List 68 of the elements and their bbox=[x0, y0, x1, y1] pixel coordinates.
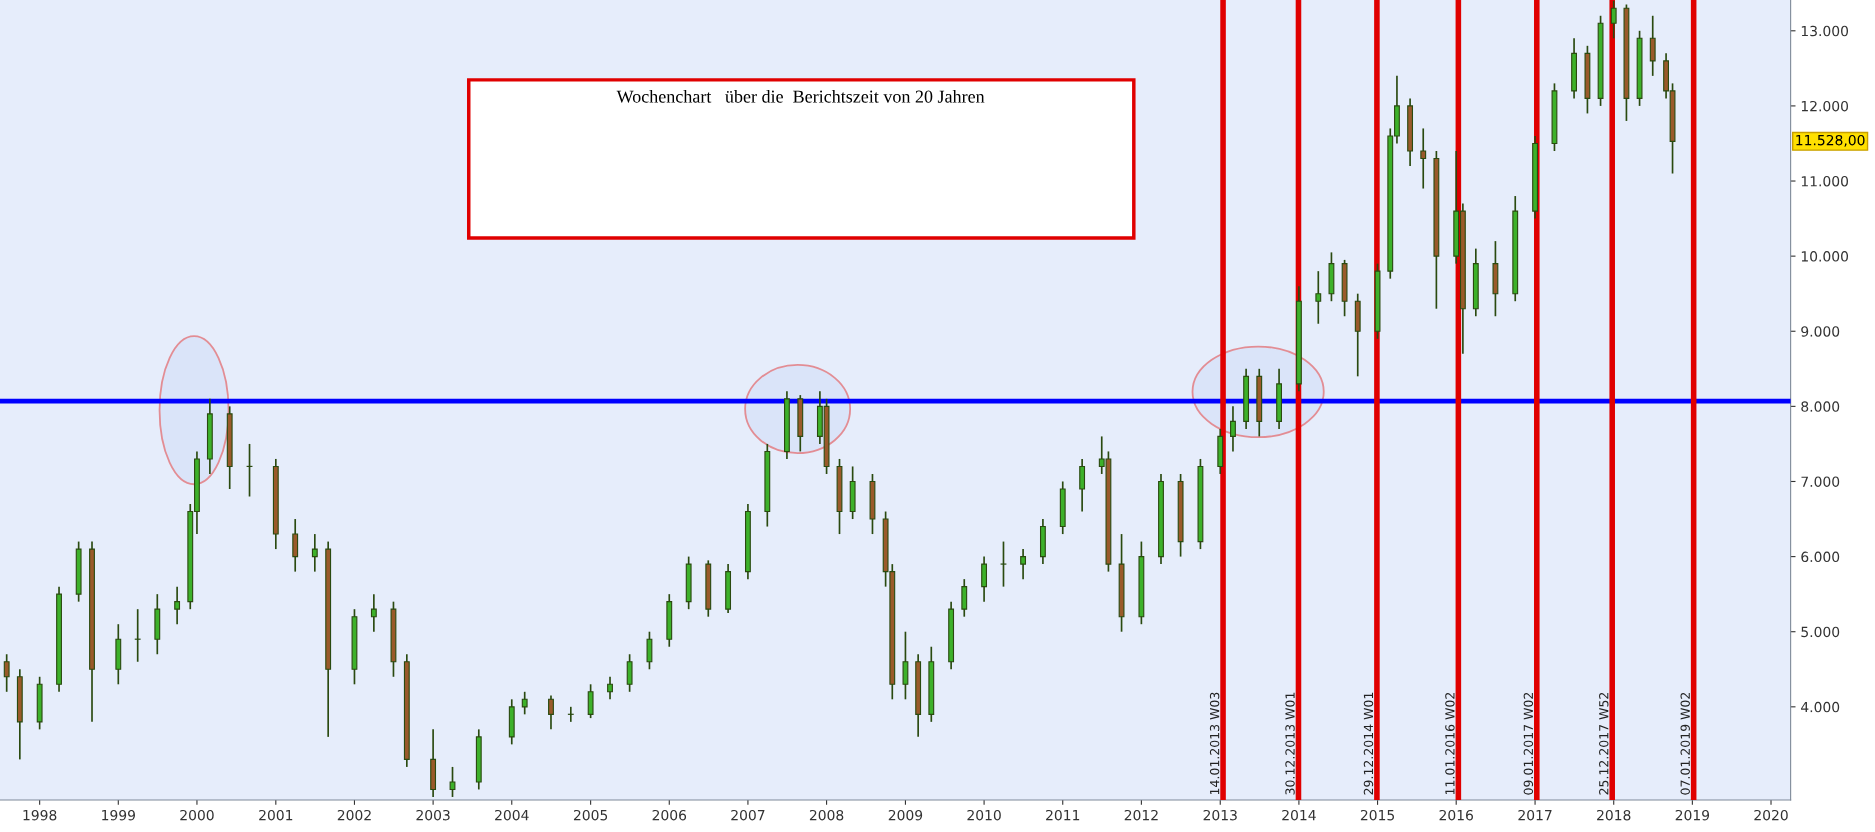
x-tick-label: 2015 bbox=[1360, 809, 1395, 821]
text: Wochenchart über die Berichtszeit von 20 Jahren bbox=[616, 89, 985, 103]
candlestick bbox=[3, 653, 10, 693]
candlestick bbox=[246, 443, 253, 498]
x-tick-label: 2007 bbox=[731, 809, 765, 821]
candlestick bbox=[1649, 14, 1656, 77]
y-tick-label: 4.000 bbox=[1801, 701, 1840, 713]
candlestick bbox=[902, 630, 909, 701]
candlestick bbox=[174, 585, 181, 626]
candlestick bbox=[1000, 540, 1007, 588]
x-tick-label: 2002 bbox=[337, 809, 371, 821]
x-tick-label: 1998 bbox=[23, 809, 57, 821]
candlestick bbox=[961, 578, 968, 618]
ref-line-label: 14.01.2013 W03 bbox=[1209, 692, 1220, 795]
x-tick-label: 2000 bbox=[180, 809, 214, 821]
candlestick bbox=[607, 675, 613, 701]
candlestick bbox=[981, 555, 988, 603]
candlestick bbox=[1079, 458, 1086, 513]
candlestick bbox=[134, 608, 141, 663]
x-tick-label: 2010 bbox=[967, 809, 1001, 821]
x-tick-label: 2019 bbox=[1675, 809, 1710, 821]
y-tick-label: 7.000 bbox=[1801, 476, 1840, 487]
candlestick bbox=[292, 518, 299, 573]
y-tick-label: 6.000 bbox=[1801, 551, 1840, 563]
y-tick-label: 5.000 bbox=[1801, 626, 1840, 638]
ref-line-label: 29.12.2014 W01 bbox=[1363, 692, 1374, 795]
candlestick bbox=[370, 593, 377, 633]
x-tick-label: 2014 bbox=[1282, 809, 1316, 821]
x-tick-label: 2018 bbox=[1597, 809, 1631, 821]
candlestick bbox=[646, 630, 653, 671]
x-tick-label: 2003 bbox=[416, 809, 450, 821]
ref-line-label: 09.01.2017 W02 bbox=[1523, 692, 1534, 795]
ref-line-label: 07.01.2019 W02 bbox=[1680, 692, 1690, 795]
x-tick-label: 2001 bbox=[259, 809, 293, 821]
x-tick-label: 2012 bbox=[1124, 809, 1158, 821]
y-tick-label: 9.000 bbox=[1801, 326, 1840, 337]
text: 11.528,00 bbox=[1796, 134, 1865, 147]
candlestick bbox=[1230, 405, 1236, 453]
x-tick-label: 1999 bbox=[102, 809, 135, 821]
candlestick bbox=[1610, 0, 1617, 40]
x-tick-label: 2006 bbox=[652, 809, 687, 821]
ref-line-label: 25.12.2017 W52 bbox=[1599, 692, 1609, 795]
candlestick bbox=[587, 683, 594, 719]
x-tick-label: 2016 bbox=[1439, 809, 1473, 821]
x-tick-label: 2013 bbox=[1203, 809, 1237, 821]
x-tick-label: 2011 bbox=[1046, 809, 1080, 821]
x-tick-label: 2008 bbox=[809, 809, 844, 821]
x-tick-label: 2017 bbox=[1518, 809, 1552, 821]
x-tick-label: 2009 bbox=[888, 809, 923, 821]
ref-line-label: 30.12.2013 W01 bbox=[1285, 692, 1295, 795]
candlestick bbox=[1315, 270, 1322, 325]
y-tick-label: 13.000 bbox=[1801, 25, 1849, 37]
y-tick-label: 12.000 bbox=[1801, 100, 1849, 112]
candlestick bbox=[449, 766, 456, 798]
candlestick bbox=[1020, 548, 1027, 580]
candlestick bbox=[567, 705, 574, 723]
y-tick-label: 11.000 bbox=[1801, 175, 1849, 187]
y-tick-label: 8.000 bbox=[1801, 401, 1840, 412]
candlestick bbox=[548, 694, 554, 731]
x-tick-label: 2020 bbox=[1754, 809, 1788, 821]
x-tick-label: 2005 bbox=[573, 809, 608, 821]
y-tick-label: 10.000 bbox=[1801, 251, 1849, 262]
candlestick bbox=[311, 533, 318, 573]
candlestick bbox=[1420, 127, 1427, 190]
x-tick-label: 2004 bbox=[495, 809, 529, 821]
ref-line-label: 11.01.2016 W02 bbox=[1445, 692, 1455, 795]
candlestick bbox=[521, 690, 528, 716]
candlestick bbox=[626, 653, 633, 693]
